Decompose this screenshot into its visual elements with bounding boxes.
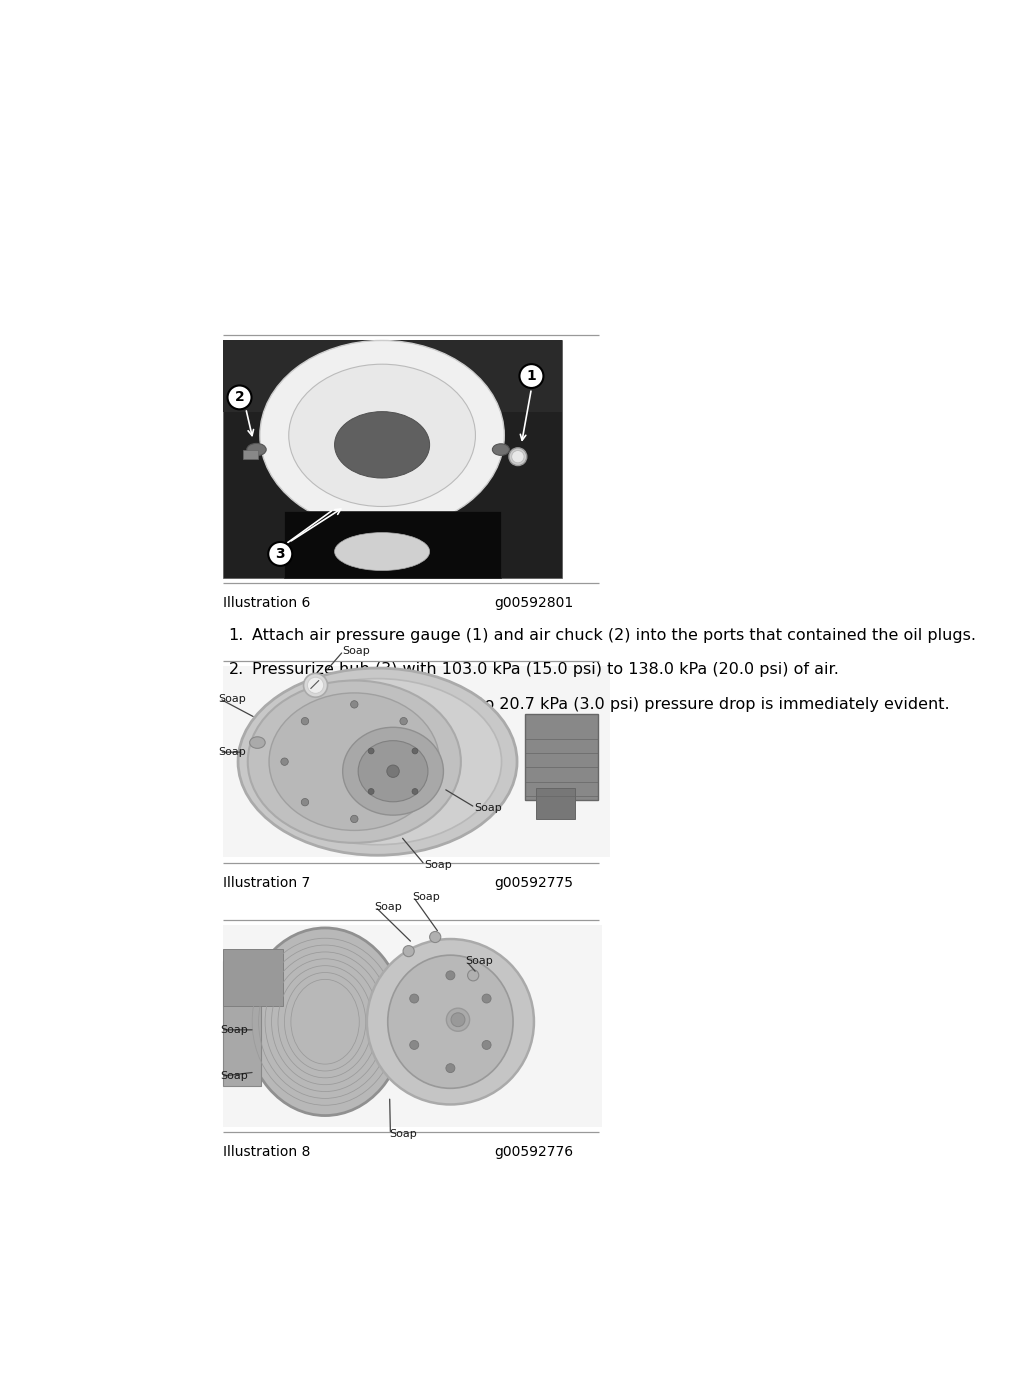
Bar [222,666,610,857]
Circle shape [369,748,374,753]
Ellipse shape [343,727,443,815]
Bar [243,449,258,459]
Ellipse shape [335,532,430,571]
Circle shape [445,1064,455,1072]
Ellipse shape [335,412,430,477]
Text: g00592801: g00592801 [494,596,573,610]
Text: Soap: Soap [466,956,494,966]
Text: Soap: Soap [413,892,440,902]
Text: Soap: Soap [219,693,247,704]
Text: Pressurize hub (3) with 103.0 kPa (15.0 psi) to 138.0 kPa (20.0 psi) of air.: Pressurize hub (3) with 103.0 kPa (15.0 … [252,662,839,678]
Circle shape [301,798,308,806]
Bar [222,925,602,1127]
Circle shape [307,678,324,693]
Circle shape [468,970,479,981]
Circle shape [350,700,358,708]
Ellipse shape [247,444,266,456]
Text: Soap: Soap [220,1071,248,1081]
Circle shape [410,1040,419,1050]
Circle shape [227,385,252,409]
Text: Soap: Soap [424,860,452,869]
Text: Soap: Soap [220,1025,248,1035]
Circle shape [509,448,526,466]
Circle shape [303,673,328,697]
Text: 2: 2 [234,391,245,405]
Circle shape [482,1040,492,1050]
Ellipse shape [269,693,439,830]
Text: g00592775: g00592775 [494,875,572,889]
Ellipse shape [260,340,504,531]
Ellipse shape [367,939,534,1105]
Text: g00592776: g00592776 [494,1145,572,1159]
Circle shape [387,764,399,777]
Bar [222,340,562,578]
Circle shape [369,788,374,794]
Ellipse shape [388,955,513,1088]
Text: 1: 1 [526,370,537,384]
Circle shape [410,994,419,1002]
Bar [284,511,501,578]
Circle shape [451,1012,465,1026]
Circle shape [420,757,428,766]
Circle shape [412,788,418,794]
Ellipse shape [358,741,428,802]
Circle shape [301,717,308,725]
Bar [524,714,598,799]
Circle shape [400,798,408,806]
Ellipse shape [248,680,461,843]
Text: Note:: Note: [280,697,329,713]
Text: Soap: Soap [219,748,247,757]
Circle shape [512,451,524,463]
Bar [222,949,284,1005]
Bar [222,340,562,412]
Circle shape [403,945,414,956]
Ellipse shape [250,736,265,749]
Text: Illustration 6: Illustration 6 [222,596,310,610]
Circle shape [445,970,455,980]
Ellipse shape [254,679,502,844]
Text: Soap: Soap [474,802,502,812]
Bar [222,962,260,1086]
Ellipse shape [246,928,404,1116]
Circle shape [400,717,408,725]
Text: 1.: 1. [228,627,244,643]
Circle shape [281,757,289,766]
Text: 2.: 2. [228,662,244,678]
Circle shape [268,542,292,566]
Text: Soap: Soap [390,1130,418,1140]
Text: Illustration 7: Illustration 7 [222,875,310,889]
Circle shape [482,994,492,1002]
Text: Illustration 8: Illustration 8 [222,1145,310,1159]
Text: Soap: Soap [375,902,402,911]
Circle shape [350,815,358,823]
Text: Soap: Soap [343,645,371,657]
Text: 3: 3 [275,547,285,561]
Ellipse shape [289,364,475,507]
Ellipse shape [238,668,517,855]
Circle shape [412,748,418,753]
Circle shape [519,364,544,388]
Text: A 6.9 kPa (1.0 psi) to 20.7 kPa (3.0 psi) pressure drop is immediately evident.: A 6.9 kPa (1.0 psi) to 20.7 kPa (3.0 psi… [322,697,949,713]
Text: Attach air pressure gauge (1) and air chuck (2) into the ports that contained th: Attach air pressure gauge (1) and air ch… [252,627,976,643]
Circle shape [430,931,440,942]
Circle shape [446,1008,470,1032]
Ellipse shape [493,444,509,455]
Bar [537,788,575,819]
